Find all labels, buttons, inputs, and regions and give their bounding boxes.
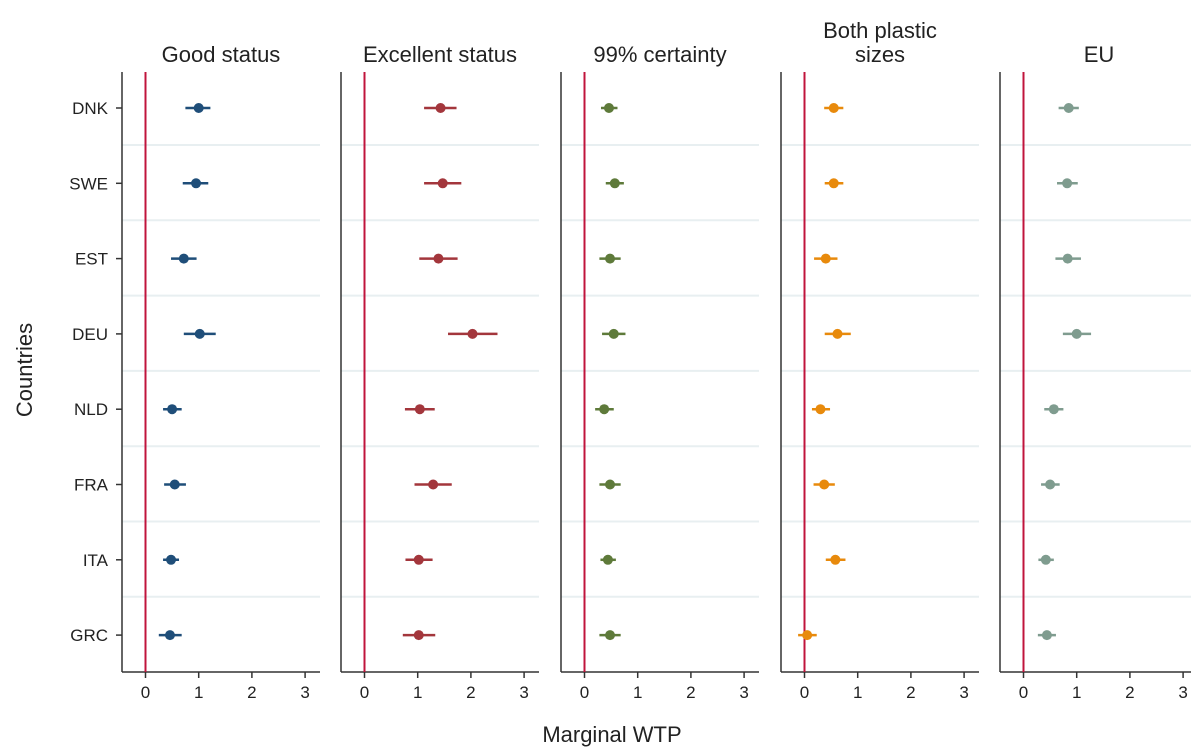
estimate-point-nld bbox=[815, 404, 826, 415]
x-axis-label: Marginal WTP bbox=[542, 722, 681, 747]
x-tick-label: 0 bbox=[1019, 683, 1028, 702]
panel-title: 99% certainty bbox=[593, 42, 726, 67]
estimate-point-ita bbox=[830, 554, 841, 565]
y-tick-label-dnk: DNK bbox=[72, 99, 109, 118]
x-tick-label: 1 bbox=[853, 683, 862, 702]
estimate-point-nld bbox=[599, 404, 610, 415]
x-tick-label: 0 bbox=[800, 683, 809, 702]
y-tick-label-fra: FRA bbox=[74, 476, 109, 495]
y-tick-label-grc: GRC bbox=[70, 626, 108, 645]
panel-5: 0 1 2 3 EU bbox=[999, 42, 1191, 702]
panel-title: sizes bbox=[855, 42, 905, 67]
x-tick-label: 2 bbox=[906, 683, 915, 702]
estimate-point-swe bbox=[191, 178, 202, 189]
panel-title: Good status bbox=[162, 42, 281, 67]
estimate-point-est bbox=[820, 253, 831, 264]
x-tick-label: 0 bbox=[360, 683, 369, 702]
estimate-point-swe bbox=[437, 178, 448, 189]
estimate-point-est bbox=[433, 253, 444, 264]
estimate-point-ita bbox=[602, 554, 613, 565]
x-tick-label: 2 bbox=[1125, 683, 1134, 702]
estimate-point-dnk bbox=[193, 103, 204, 113]
x-tick-label: 1 bbox=[413, 683, 422, 702]
x-tick-label: 3 bbox=[959, 683, 968, 702]
x-tick-label: 0 bbox=[580, 683, 589, 702]
panel-2: 0 1 2 3 Excellent status bbox=[340, 42, 539, 702]
estimate-point-grc bbox=[605, 630, 616, 641]
panel-title: EU bbox=[1084, 42, 1115, 67]
estimate-point-dnk bbox=[435, 103, 446, 113]
x-tick-label: 3 bbox=[1178, 683, 1187, 702]
x-tick-label: 2 bbox=[686, 683, 695, 702]
estimate-point-ita bbox=[1040, 554, 1051, 565]
estimate-point-dnk bbox=[1063, 103, 1074, 113]
panel-title: Both plastic bbox=[823, 18, 937, 43]
x-tick-label: 2 bbox=[247, 683, 256, 702]
y-axis-label: Countries bbox=[12, 323, 37, 417]
estimate-point-fra bbox=[1045, 479, 1056, 490]
panel-1: 0 1 2 3 Good status bbox=[121, 42, 320, 702]
estimate-point-est bbox=[178, 253, 189, 264]
y-tick-label-deu: DEU bbox=[72, 325, 108, 344]
estimate-point-swe bbox=[1062, 178, 1073, 189]
estimate-point-nld bbox=[167, 404, 178, 415]
panel-title: Excellent status bbox=[363, 42, 517, 67]
y-tick-label-est: EST bbox=[75, 250, 108, 269]
estimate-point-grc bbox=[1041, 630, 1052, 641]
y-tick-label-swe: SWE bbox=[69, 174, 108, 193]
estimate-point-fra bbox=[169, 479, 180, 490]
x-tick-label: 3 bbox=[300, 683, 309, 702]
estimate-point-deu bbox=[194, 328, 205, 339]
estimate-point-fra bbox=[428, 479, 439, 490]
y-tick-label-nld: NLD bbox=[74, 400, 108, 419]
estimate-point-ita bbox=[413, 554, 424, 565]
estimate-point-deu bbox=[608, 328, 619, 339]
x-tick-label: 3 bbox=[519, 683, 528, 702]
estimate-point-dnk bbox=[603, 103, 614, 113]
x-tick-label: 1 bbox=[633, 683, 642, 702]
estimate-point-deu bbox=[832, 328, 843, 339]
estimate-point-swe bbox=[609, 178, 620, 189]
x-tick-label: 1 bbox=[194, 683, 203, 702]
estimate-point-grc bbox=[413, 630, 424, 641]
x-tick-label: 3 bbox=[739, 683, 748, 702]
estimate-point-dnk bbox=[828, 103, 839, 113]
estimate-point-est bbox=[1062, 253, 1073, 264]
x-tick-label: 0 bbox=[141, 683, 150, 702]
y-tick-label-ita: ITA bbox=[83, 551, 109, 570]
estimate-point-swe bbox=[828, 178, 839, 189]
estimate-point-deu bbox=[1071, 328, 1082, 339]
x-tick-label: 2 bbox=[466, 683, 475, 702]
estimate-point-est bbox=[605, 253, 616, 264]
estimate-point-nld bbox=[414, 404, 425, 415]
estimate-point-grc bbox=[802, 630, 813, 641]
estimate-point-fra bbox=[605, 479, 616, 490]
x-tick-label: 1 bbox=[1072, 683, 1081, 702]
panel-3: 0 1 2 3 99% certainty bbox=[560, 42, 759, 702]
estimate-point-fra bbox=[819, 479, 830, 490]
estimate-point-deu bbox=[467, 328, 478, 339]
estimate-point-ita bbox=[166, 554, 177, 565]
estimate-point-nld bbox=[1048, 404, 1059, 415]
estimate-point-grc bbox=[164, 630, 175, 641]
